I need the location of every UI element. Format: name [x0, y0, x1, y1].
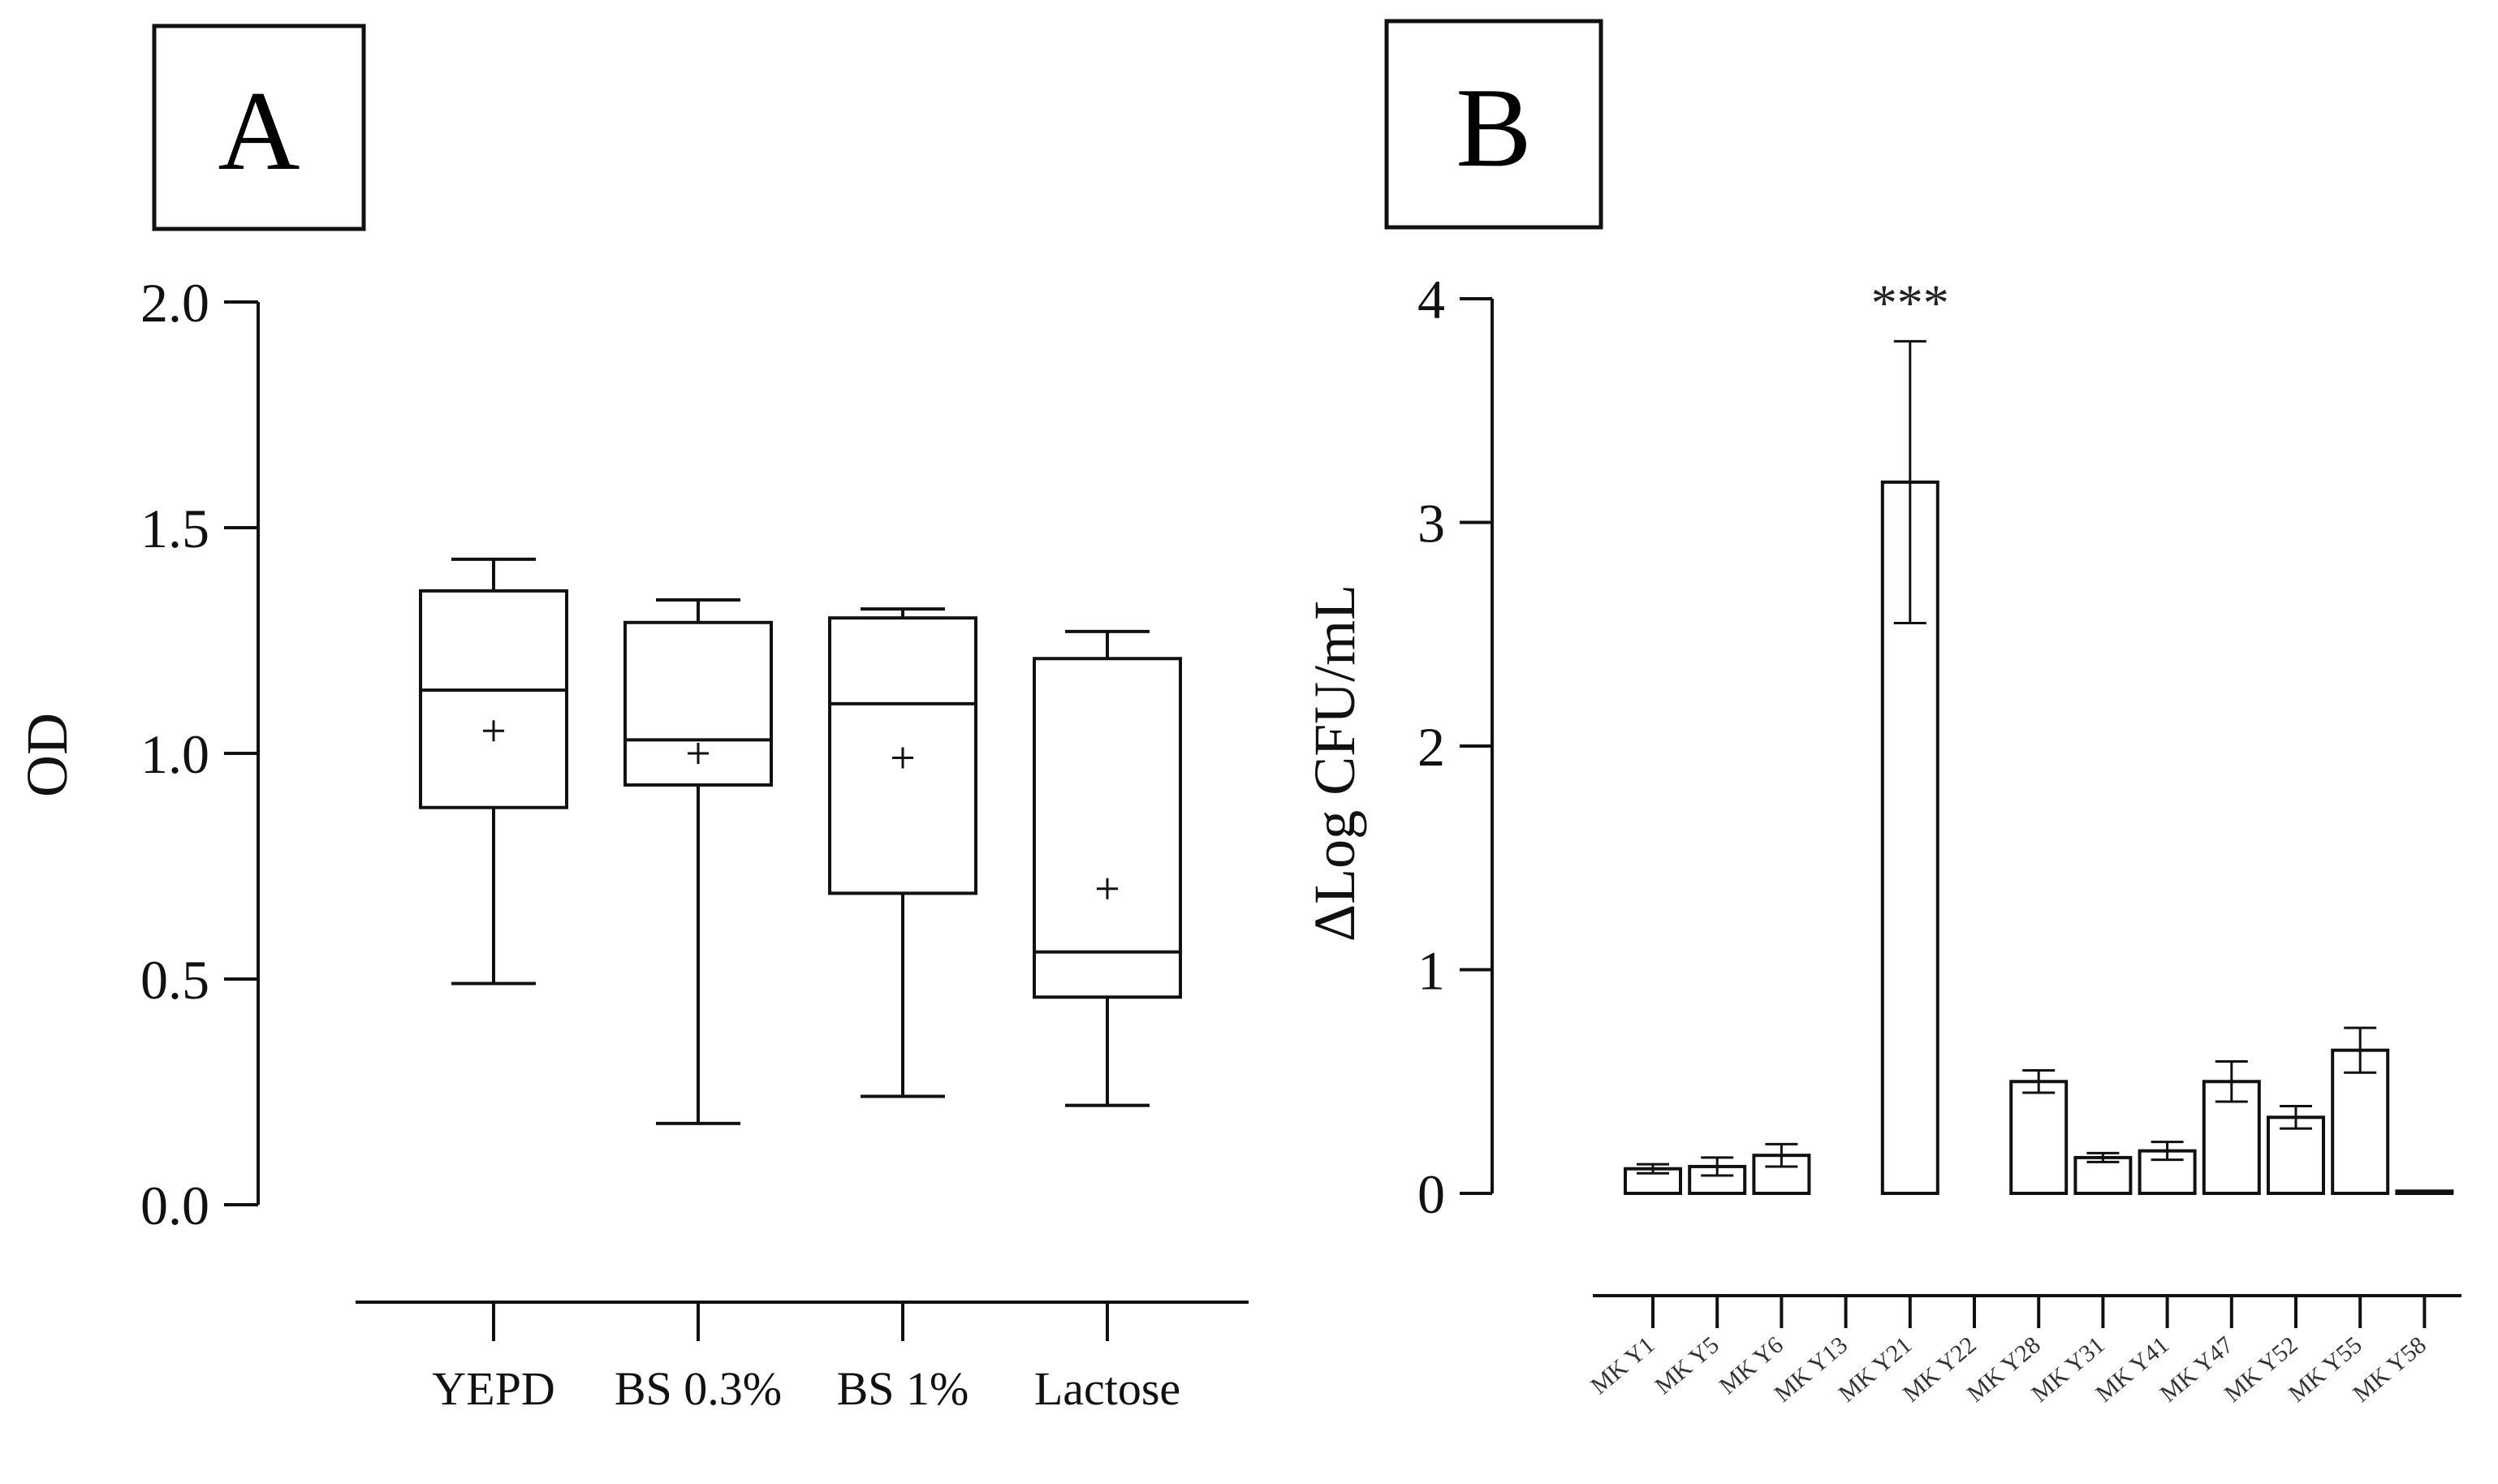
chart-b-bar: [2331, 1048, 2390, 1196]
chart-b-category-label: MK Y21: [1834, 1331, 1918, 1408]
chart-a-category-label: BS 0.3%: [615, 1362, 782, 1415]
chart-a-box: [1033, 657, 1182, 999]
chart-b-significance-label: ***: [1871, 274, 1949, 331]
chart-b-category-label: MK Y13: [1769, 1331, 1853, 1408]
chart-b-y-tick-label: 0: [1417, 1163, 1445, 1225]
chart-b-bar: [1688, 1164, 1747, 1195]
panel-a-letter: A: [218, 68, 300, 194]
chart-b-y-tick-label: 2: [1417, 716, 1445, 778]
panel-b-frame: [1384, 19, 1603, 230]
chart-b-bar: [2267, 1115, 2325, 1195]
chart-b-y-tick-label: 4: [1417, 269, 1445, 330]
chart-a-mean-marker: [892, 747, 913, 769]
chart-b-category-label: MK Y55: [2284, 1331, 2367, 1408]
chart-b-category-label: MK Y22: [1898, 1331, 1982, 1408]
chart-b-category-label: MK Y28: [1962, 1331, 2046, 1408]
chart-b-y-tick-label: 1: [1417, 940, 1445, 1002]
chart-a-category-label: BS 1%: [837, 1362, 969, 1415]
chart-b-y-tick-label: 3: [1417, 493, 1445, 554]
chart-b-category-label: MK Y41: [2090, 1331, 2174, 1408]
chart-a-mean-marker: [1097, 878, 1118, 899]
chart-a-category-label: Lactose: [1034, 1362, 1180, 1415]
chart-b-category-label: MK Y52: [2220, 1331, 2303, 1408]
chart-a-y-tick-label: 0.5: [140, 949, 209, 1011]
chart-b-category-label: MK Y47: [2155, 1331, 2239, 1408]
chart-a-y-axis-label: OD: [15, 713, 80, 797]
chart-a-y-tick-label: 1.0: [140, 723, 209, 785]
chart-a-y-tick-label: 1.5: [140, 498, 209, 559]
chart-b-category-label: MK Y1: [1586, 1331, 1659, 1400]
chart-a-y-tick-label: 2.0: [140, 272, 209, 334]
chart-b-category-label: MK Y31: [2026, 1331, 2110, 1408]
chart-a-category-label: YEPD: [432, 1362, 554, 1415]
chart-b-y-axis-label: ΔLog CFU/mL: [1302, 585, 1367, 942]
chart-a-mean-marker: [688, 743, 709, 764]
chart-a-box: [419, 589, 568, 809]
chart-a-box: [623, 620, 773, 787]
chart-b-bar: [2395, 1189, 2454, 1195]
chart-b-category-label: MK Y5: [1650, 1331, 1724, 1400]
chart-a: OD 0.0 0.5 1.0 1.5 2.0 YEPD BS 0.3% BS 1% Lacto…: [15, 272, 1249, 1415]
chart-b-category-label: MK Y58: [2348, 1331, 2431, 1408]
chart-a-y-tick-label: 0.0: [140, 1175, 209, 1236]
panel-b-letter: B: [1456, 65, 1531, 191]
panel-a-frame: [152, 24, 366, 231]
chart-b-bar: [2009, 1080, 2069, 1195]
chart-a-mean-marker: [483, 720, 504, 742]
